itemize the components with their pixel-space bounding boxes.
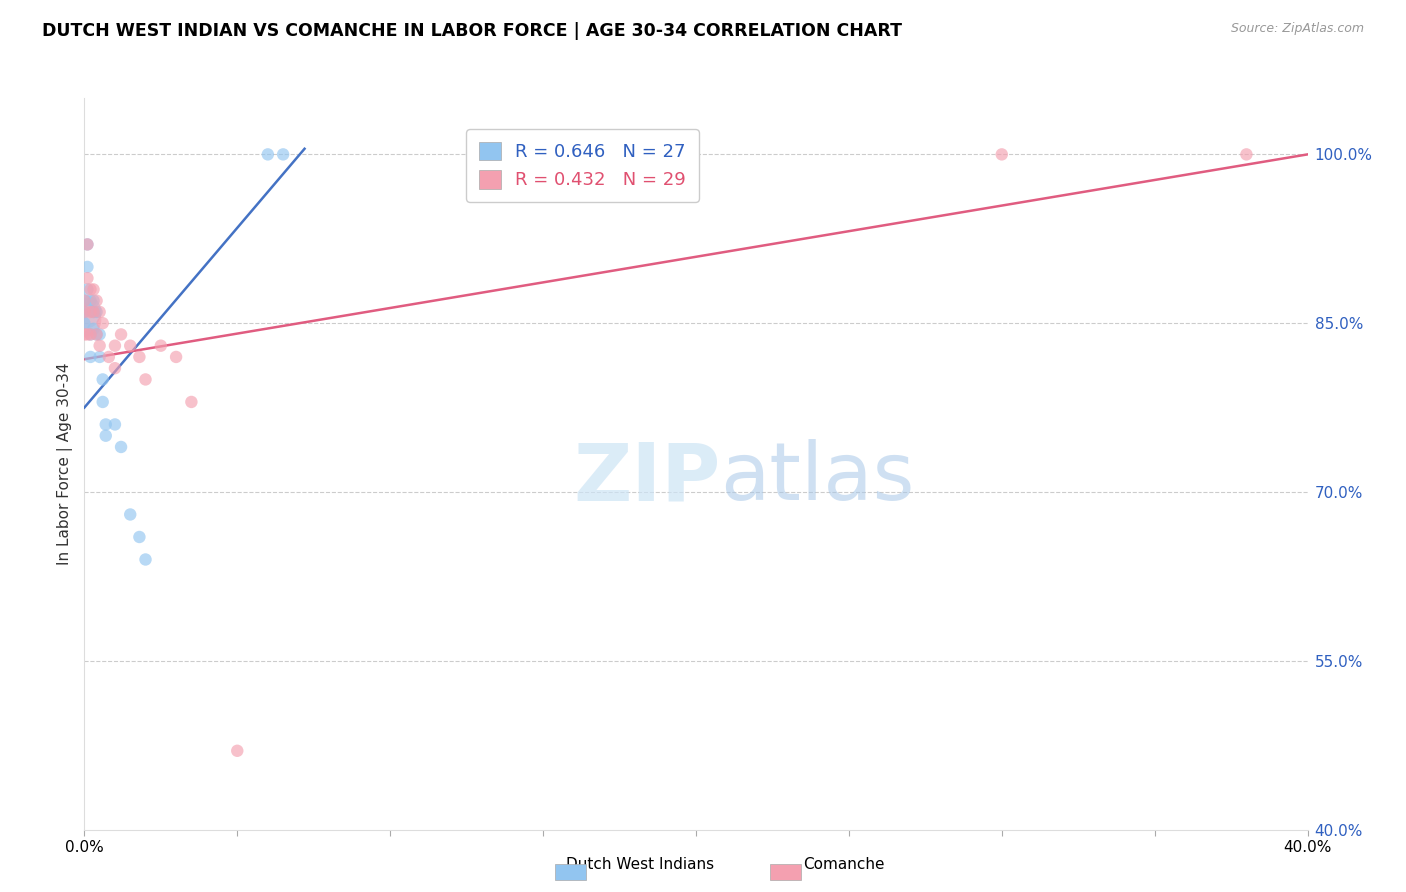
Point [76, 260, 98, 274]
Point [165, 350, 187, 364]
Point [73, 305, 96, 319]
Point [73, 305, 96, 319]
Point [135, 372, 157, 386]
Point [79, 350, 101, 364]
Point [226, 744, 249, 758]
Text: ZIP: ZIP [574, 440, 720, 517]
Point [120, 339, 142, 353]
Point [73, 293, 96, 308]
Point [86, 327, 108, 342]
Point [94, 428, 117, 442]
Point [104, 417, 127, 432]
Legend: R = 0.646   N = 27, R = 0.432   N = 29: R = 0.646 N = 27, R = 0.432 N = 29 [467, 129, 699, 202]
Point [89, 339, 111, 353]
Y-axis label: In Labor Force | Age 30-34: In Labor Force | Age 30-34 [58, 362, 73, 566]
Point [91, 395, 114, 409]
Point [86, 305, 108, 319]
Point [120, 508, 142, 522]
Text: DUTCH WEST INDIAN VS COMANCHE IN LABOR FORCE | AGE 30-34 CORRELATION CHART: DUTCH WEST INDIAN VS COMANCHE IN LABOR F… [42, 22, 903, 40]
Point [83, 282, 105, 296]
Point [128, 530, 150, 544]
Point [89, 327, 111, 342]
Point [73, 305, 96, 319]
Point [76, 237, 98, 252]
Point [76, 282, 98, 296]
Point [128, 350, 150, 364]
Point [1236, 147, 1258, 161]
Point [76, 237, 98, 252]
Point [94, 417, 117, 432]
Point [83, 322, 105, 336]
Point [91, 316, 114, 330]
Text: Comanche: Comanche [803, 857, 884, 872]
Point [149, 339, 172, 353]
Point [271, 147, 294, 161]
Point [73, 313, 96, 327]
Point [89, 305, 111, 319]
Point [79, 327, 101, 342]
Point [89, 350, 111, 364]
Point [83, 305, 105, 319]
Point [73, 293, 96, 308]
Point [73, 316, 96, 330]
Point [83, 293, 105, 308]
Point [79, 327, 101, 342]
Point [104, 361, 127, 376]
Point [110, 440, 132, 454]
Point [104, 339, 127, 353]
Point [73, 327, 96, 342]
Point [110, 327, 132, 342]
Text: Dutch West Indians: Dutch West Indians [565, 857, 714, 872]
Point [86, 293, 108, 308]
Point [79, 293, 101, 308]
Point [83, 305, 105, 319]
Point [97, 350, 120, 364]
Point [257, 147, 280, 161]
Point [76, 327, 98, 342]
Point [135, 552, 157, 566]
Point [991, 147, 1014, 161]
Point [79, 282, 101, 296]
Point [86, 327, 108, 342]
Point [79, 305, 101, 319]
Text: atlas: atlas [720, 440, 915, 517]
Point [180, 395, 202, 409]
Point [76, 271, 98, 285]
Text: Source: ZipAtlas.com: Source: ZipAtlas.com [1230, 22, 1364, 36]
Point [91, 372, 114, 386]
